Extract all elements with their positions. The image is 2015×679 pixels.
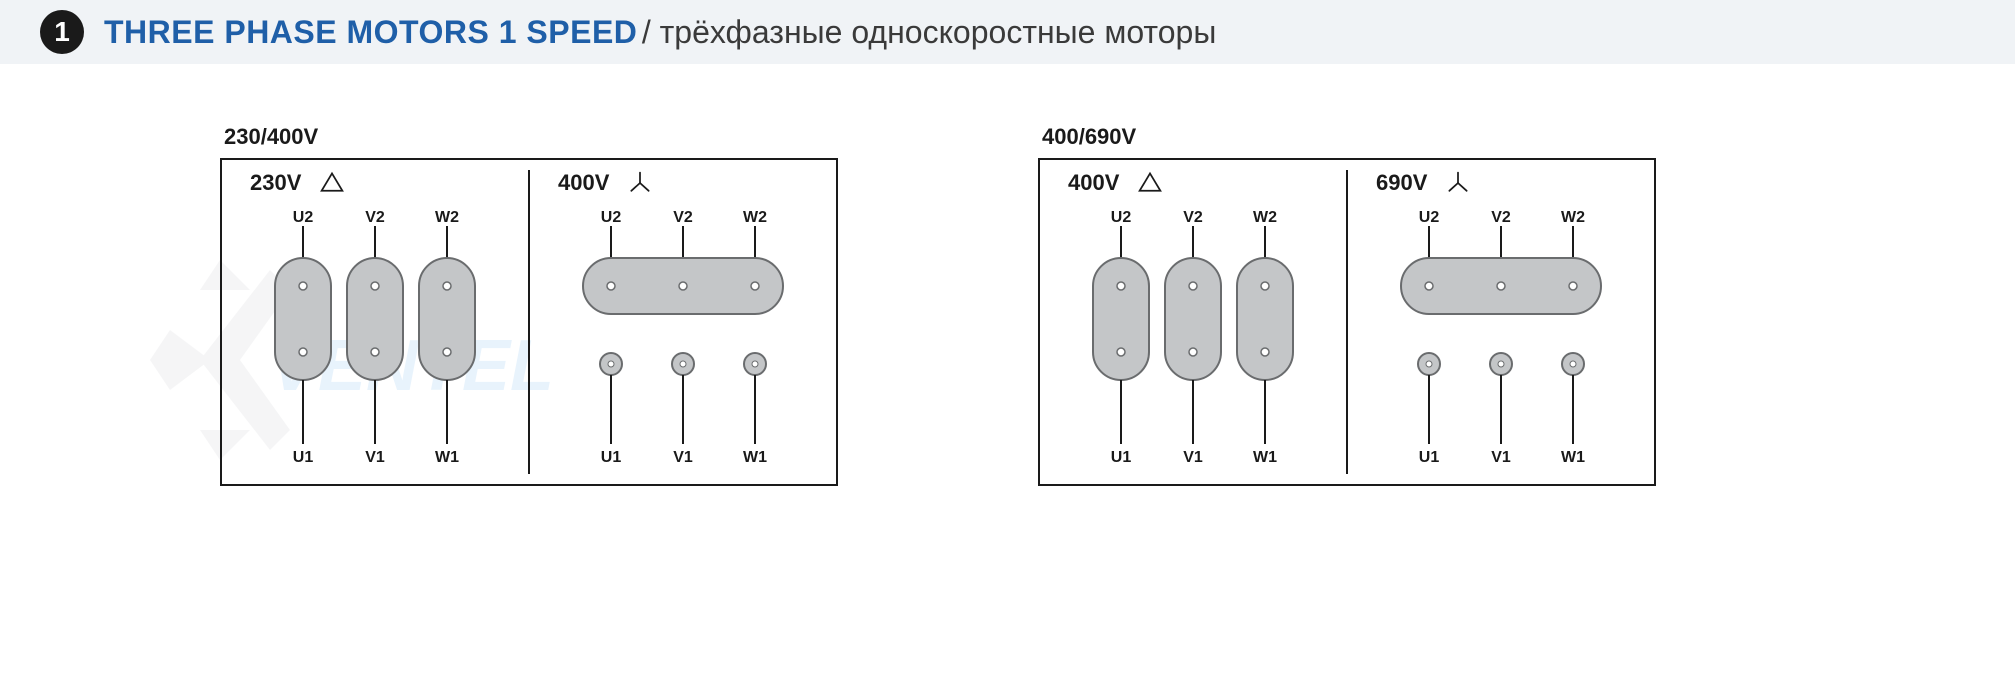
- terminal-label: U2: [601, 209, 622, 226]
- diagram-panel: 400V U2 V2 W2 U1 V1 W1: [1040, 170, 1348, 474]
- wiring-diagram: U2 V2 W2 U1 V1 W1: [240, 204, 510, 474]
- title-en: THREE PHASE MOTORS 1 SPEED: [104, 14, 637, 50]
- panel-header: 400V: [1068, 170, 1163, 196]
- wiring-diagram: U2 V2 W2 U1 V1 W1: [1058, 204, 1328, 474]
- terminal-label: U1: [1419, 449, 1440, 466]
- terminal-label: V2: [673, 209, 693, 226]
- terminal-label: W2: [743, 209, 767, 226]
- star-icon: [627, 170, 653, 196]
- terminal-label: V2: [1491, 209, 1511, 226]
- voltage-group: 400/690V 400V U2 V2 W2 U1 V1 W1 690V U2 V2 W2 U1 V1 W…: [1038, 124, 1656, 486]
- diagram-box: 400V U2 V2 W2 U1 V1 W1 690V U2 V2 W2 U1 V1 W1: [1038, 158, 1656, 486]
- panel-voltage: 230V: [250, 170, 301, 196]
- wiring-diagram: U2 V2 W2 U1 V1 W1: [1366, 204, 1636, 474]
- terminal-label: U1: [1111, 449, 1132, 466]
- panel-header: 230V: [250, 170, 345, 196]
- terminal-label: U1: [601, 449, 622, 466]
- diagram-panel: 690V U2 V2 W2 U1 V1 W1: [1348, 170, 1654, 474]
- terminal-label: U2: [1419, 209, 1440, 226]
- panel-voltage: 690V: [1376, 170, 1427, 196]
- panel-header: 400V: [558, 170, 653, 196]
- terminal-label: V2: [1183, 209, 1203, 226]
- header-title: THREE PHASE MOTORS 1 SPEED / трёхфазные …: [104, 14, 1216, 51]
- terminal-label: W2: [1253, 209, 1277, 226]
- section-number-badge: 1: [40, 10, 84, 54]
- group-label: 230/400V: [224, 124, 838, 150]
- delta-icon: [1137, 170, 1163, 196]
- terminal-label: W2: [1561, 209, 1585, 226]
- terminal-label: W1: [1561, 449, 1585, 466]
- terminal-label: V1: [1183, 449, 1203, 466]
- panel-header: 690V: [1376, 170, 1471, 196]
- title-separator: /: [642, 14, 660, 50]
- header-bar: 1 THREE PHASE MOTORS 1 SPEED / трёхфазны…: [0, 0, 2015, 64]
- panel-voltage: 400V: [558, 170, 609, 196]
- terminal-label: W1: [1253, 449, 1277, 466]
- terminal-label: W2: [435, 209, 459, 226]
- diagram-panel: 400V U2 V2 W2 U1 V1 W1: [530, 170, 836, 474]
- terminal-label: W1: [435, 449, 459, 466]
- terminal-label: V1: [673, 449, 693, 466]
- title-ru: трёхфазные односкоростные моторы: [660, 14, 1217, 50]
- terminal-label: V1: [365, 449, 385, 466]
- panel-voltage: 400V: [1068, 170, 1119, 196]
- voltage-group: 230/400V 230V U2 V2 W2 U1 V1 W1 400V U2 V2 W2 U1 V1 W…: [220, 124, 838, 486]
- terminal-label: U2: [293, 209, 314, 226]
- terminal-label: U2: [1111, 209, 1132, 226]
- wiring-diagram: U2 V2 W2 U1 V1 W1: [548, 204, 818, 474]
- diagram-box: 230V U2 V2 W2 U1 V1 W1 400V U2 V2 W2 U1 V1 W1: [220, 158, 838, 486]
- terminal-label: U1: [293, 449, 314, 466]
- diagram-panel: 230V U2 V2 W2 U1 V1 W1: [222, 170, 530, 474]
- section-number: 1: [54, 16, 70, 48]
- terminal-label: W1: [743, 449, 767, 466]
- terminal-label: V1: [1491, 449, 1511, 466]
- terminal-label: V2: [365, 209, 385, 226]
- group-label: 400/690V: [1042, 124, 1656, 150]
- star-icon: [1445, 170, 1471, 196]
- delta-icon: [319, 170, 345, 196]
- diagram-content: 230/400V 230V U2 V2 W2 U1 V1 W1 400V U2 V2 W2 U1 V1 W…: [0, 64, 2015, 486]
